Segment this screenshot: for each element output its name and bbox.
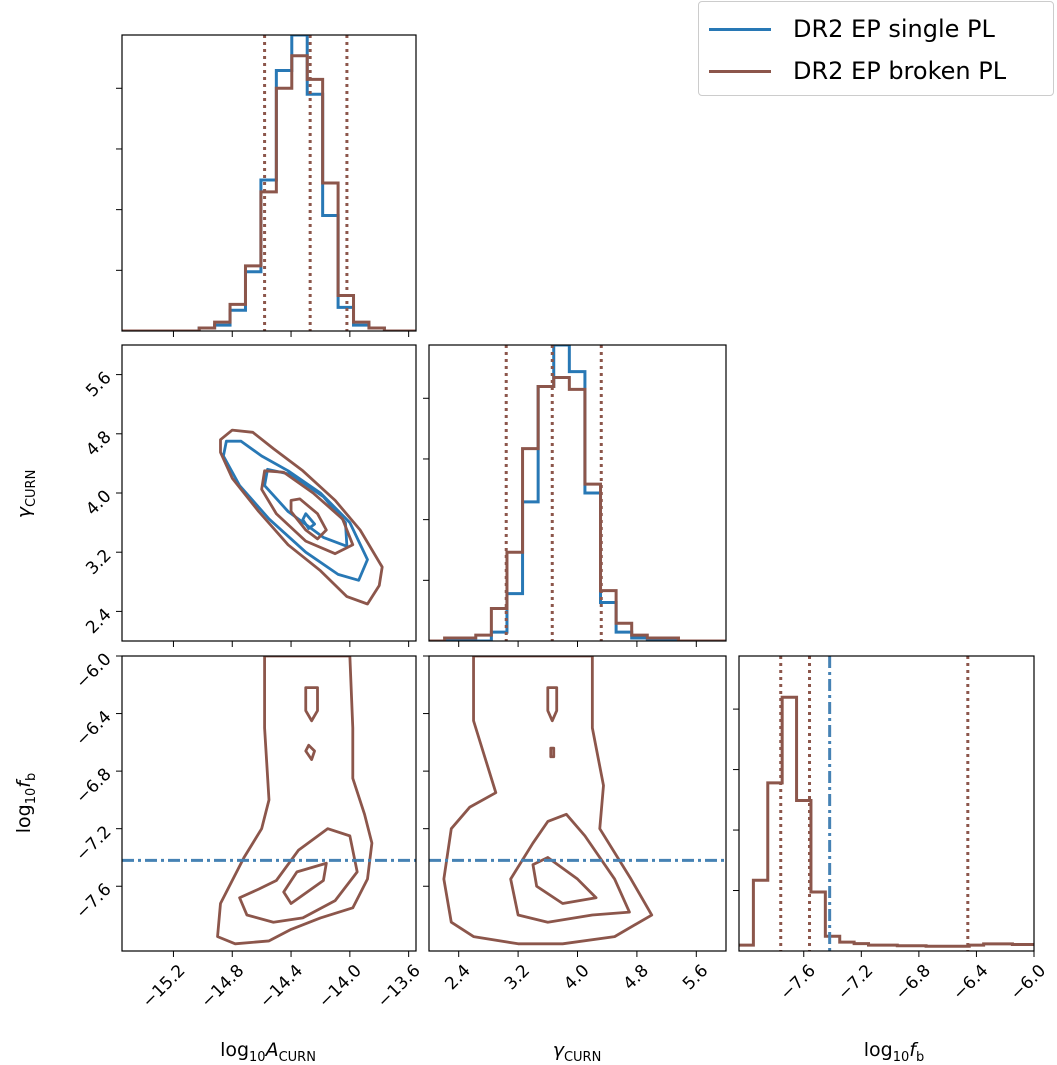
legend-label-single: DR2 EP single PL	[793, 15, 995, 43]
contour-broken	[509, 812, 631, 924]
hist-step-broken	[122, 54, 416, 331]
contour-panel-log10-fb-vs-log10-A	[116, 655, 417, 957]
histogram-panel-gamma	[423, 344, 727, 647]
hist-step-broken	[429, 376, 726, 641]
contour-content	[219, 428, 384, 606]
histogram-content	[122, 35, 416, 331]
y-tick-label: −6.0	[72, 649, 115, 692]
legend-item-broken: DR2 EP broken PL	[709, 51, 1006, 91]
y-tick-label: −7.6	[72, 880, 115, 923]
x-tick-label: 5.6	[679, 961, 712, 994]
contour-panel-log10-fb-vs-gamma	[423, 655, 727, 957]
legend-swatch-single	[709, 27, 771, 31]
xlabel-log10-A: log10ACURN	[220, 1039, 316, 1065]
x-tick-label: 3.2	[501, 961, 534, 994]
contour-broken	[304, 743, 316, 762]
x-tick-label: −15.2	[138, 961, 189, 1012]
y-tick-label: 4.0	[82, 486, 115, 519]
ylabel-gamma: γCURN	[13, 470, 39, 519]
contour-broken	[238, 827, 359, 924]
contour-broken	[549, 746, 556, 759]
y-tick-label: −6.8	[72, 765, 115, 808]
x-tick-label: 2.4	[441, 961, 474, 994]
xlabel-gamma: γCURN	[553, 1039, 602, 1065]
legend-item-single: DR2 EP single PL	[709, 9, 995, 49]
legend: DR2 EP single PL DR2 EP broken PL	[698, 1, 1054, 96]
contour-broken	[442, 656, 654, 946]
hist-step-broken	[739, 695, 1034, 948]
x-tick-label: −6.0	[1007, 961, 1050, 1004]
panel-frame	[738, 655, 1035, 952]
histogram-panel-log10-A	[116, 34, 417, 337]
x-tick-label: 4.8	[620, 961, 653, 994]
y-tick-label: −6.4	[72, 707, 115, 750]
panel-frame	[121, 655, 417, 952]
y-tick-label: 3.2	[82, 546, 115, 579]
contour-broken	[219, 428, 384, 606]
y-tick-label: −7.2	[72, 822, 115, 865]
histogram-content	[739, 656, 1034, 951]
y-tick-label: 2.4	[82, 605, 115, 638]
legend-label-broken: DR2 EP broken PL	[793, 57, 1007, 85]
hist-step-single	[122, 35, 416, 331]
x-tick-label: −14.4	[256, 961, 307, 1012]
y-tick-label: 4.8	[82, 427, 115, 460]
x-tick-label: −13.6	[374, 961, 425, 1012]
contour-broken	[289, 497, 328, 541]
x-tick-label: −7.6	[776, 961, 819, 1004]
panel-frame	[121, 34, 417, 332]
contour-content	[429, 656, 726, 946]
contour-panel-gamma-vs-log10-A	[116, 344, 417, 647]
contour-broken	[304, 686, 319, 723]
contour-broken	[282, 861, 328, 905]
histogram-panel-log10-fb	[733, 655, 1035, 957]
contour-content	[122, 656, 416, 946]
x-tick-label: −6.4	[949, 961, 992, 1004]
x-tick-label: 4.0	[560, 961, 593, 994]
ylabel-log10-fb: log10fb	[13, 773, 39, 833]
x-tick-label: −14.0	[315, 961, 366, 1012]
histogram-content	[429, 345, 726, 641]
contour-single	[301, 512, 316, 530]
contour-broken	[546, 686, 559, 723]
contour-broken	[260, 469, 355, 556]
legend-swatch-broken	[709, 69, 771, 73]
x-tick-label: −14.8	[197, 961, 248, 1012]
contour-broken	[531, 856, 598, 905]
contour-single	[222, 439, 369, 582]
x-tick-label: −7.2	[834, 961, 877, 1004]
contour-broken	[216, 656, 374, 946]
xlabel-log10-fb: log10fb	[864, 1039, 924, 1065]
y-tick-label: 5.6	[82, 368, 115, 401]
contour-single	[263, 467, 349, 548]
x-tick-label: −6.8	[892, 961, 935, 1004]
